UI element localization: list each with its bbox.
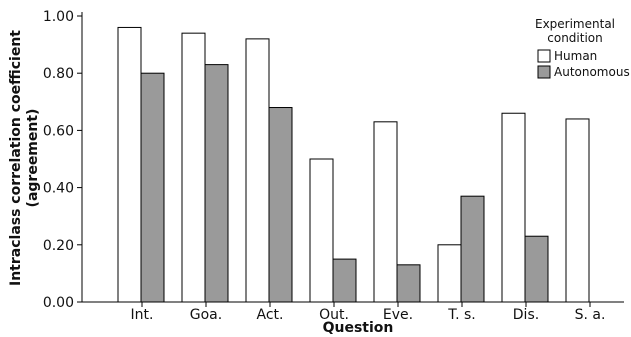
bar-human-0	[117, 26, 142, 303]
bar-human-6	[501, 112, 526, 303]
bar-human-7	[565, 118, 590, 303]
y-axis-title-line2: (agreement)	[25, 109, 41, 208]
bar-human-5	[437, 244, 462, 303]
legend-swatch-autonomous	[537, 65, 551, 79]
x-tick-label: S. a.	[575, 307, 606, 323]
y-tick-label: 0.20	[43, 238, 74, 254]
bar-autonomous-2	[268, 107, 293, 303]
y-tick-label: 0.60	[43, 123, 74, 139]
bar-autonomous-0	[140, 72, 165, 303]
legend-title-line2: condition	[547, 31, 602, 45]
bar-human-4	[373, 121, 398, 303]
x-tick-label: Goa.	[190, 307, 222, 323]
plot-area: 0.00 0.20 0.40 0.60 0.80 1.00 Int. Goa. Act. Out.…	[43, 9, 624, 323]
bar-autonomous-4	[396, 264, 421, 303]
x-tick-label: T. s.	[447, 307, 476, 323]
bar-autonomous-1	[204, 64, 229, 303]
x-tick-label: Dis.	[513, 307, 539, 323]
y-tick-label: 0.00	[43, 295, 74, 311]
y-tick-label: 0.40	[43, 181, 74, 197]
y-axis-title-line1: Intraclass correlation coefficient	[8, 30, 24, 286]
x-tick-label: Act.	[257, 307, 284, 323]
legend-label-human: Human	[554, 49, 597, 63]
y-axis-title: Intraclass correlation coefficient (agre…	[8, 30, 41, 286]
legend: Experimental condition Human Autonomous	[535, 17, 630, 79]
bar-human-1	[181, 32, 206, 303]
bar-human-2	[245, 38, 270, 303]
bar-autonomous-3	[332, 258, 357, 303]
x-axis-title: Question	[323, 320, 394, 336]
y-tick-label: 0.80	[43, 66, 74, 82]
bar-autonomous-5	[460, 195, 485, 303]
x-tick-label: Int.	[131, 307, 154, 323]
legend-swatch-human	[537, 49, 551, 63]
x-tick-label: Out.	[319, 307, 349, 323]
x-tick-label: Eve.	[383, 307, 413, 323]
legend-label-autonomous: Autonomous	[554, 65, 630, 79]
legend-title-line1: Experimental	[535, 17, 615, 31]
bar-human-3	[309, 158, 334, 303]
y-tick-label: 1.00	[43, 9, 74, 25]
bar-autonomous-6	[524, 235, 549, 303]
